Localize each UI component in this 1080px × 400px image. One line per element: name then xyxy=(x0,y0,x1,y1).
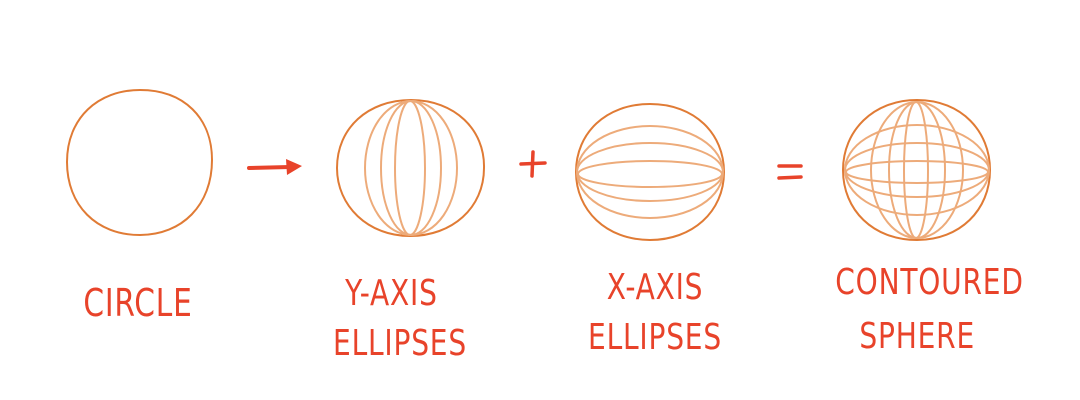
arrow-head xyxy=(286,159,302,175)
circle-outline xyxy=(66,89,213,236)
y-axis-ellipse-wide xyxy=(364,100,458,236)
arrow-icon xyxy=(247,159,302,175)
plus-sign xyxy=(519,150,547,178)
label-y-axis-ellipses: Y-AXIS ELLIPSES xyxy=(322,276,478,362)
x-axis-ellipse-tall xyxy=(576,125,724,219)
label-sphere-line-1: CONTOURED xyxy=(835,262,1024,303)
sphere-outer-outline xyxy=(842,99,991,241)
label-contoured-sphere: CONTOURED SPHERE xyxy=(835,262,1024,355)
y-axis-ellipse-mid xyxy=(380,100,442,236)
label-x-axis-line-1: X-AXIS xyxy=(606,267,704,308)
label-sphere-line-2: SPHERE xyxy=(859,316,975,357)
y-axis-ellipse-narrow xyxy=(394,100,426,236)
contoured-sphere-drawing xyxy=(842,99,991,241)
arrow-shaft xyxy=(247,165,292,170)
x-axis-ellipses-drawing xyxy=(575,103,725,241)
equals-sign xyxy=(777,164,803,180)
label-circle-line-1: CIRCLE xyxy=(83,281,193,325)
circle-drawing xyxy=(66,89,213,236)
y-axis-outer-outline xyxy=(336,99,486,237)
x-axis-ellipse-flat xyxy=(577,160,723,188)
label-y-axis-line-2: ELLIPSES xyxy=(333,323,467,364)
x-axis-ellipse-mid xyxy=(576,142,724,202)
y-axis-ellipses-drawing xyxy=(336,99,486,237)
label-x-axis-line-2: ELLIPSES xyxy=(588,317,722,358)
label-x-axis-ellipses: X-AXIS ELLIPSES xyxy=(577,270,733,356)
label-y-axis-line-1: Y-AXIS xyxy=(345,273,438,314)
label-circle: CIRCLE xyxy=(68,284,208,322)
x-axis-outer-outline xyxy=(575,103,725,241)
